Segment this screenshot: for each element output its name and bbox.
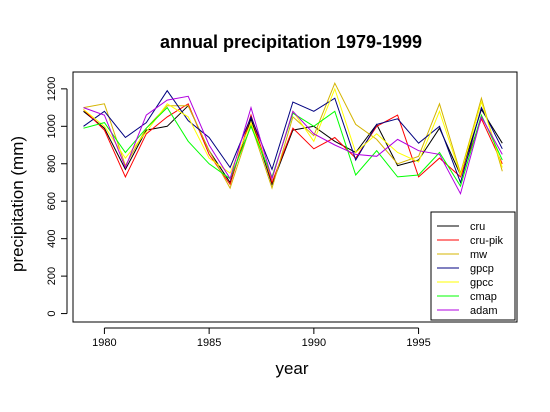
y-tick-label: 400 <box>46 229 58 247</box>
series-line-cru-pik <box>83 103 503 186</box>
x-tick-label: 1985 <box>197 337 221 349</box>
y-axis: 0 200 400 600 800 1000 1200 <box>46 77 68 317</box>
x-tick-label: 1980 <box>92 337 116 349</box>
y-tick-label: 200 <box>46 267 58 285</box>
legend-label-gpcp: gpcp <box>470 263 494 275</box>
plot-frame <box>72 71 518 323</box>
legend-label-cmap: cmap <box>470 291 497 303</box>
legend-label-gpcc: gpcc <box>470 277 494 289</box>
y-tick-label: 800 <box>46 155 58 173</box>
chart-title: annual precipitation 1979-1999 <box>160 32 422 52</box>
legend-label-cru-pik: cru-pik <box>470 235 504 247</box>
x-tick-label: 1990 <box>302 337 326 349</box>
series-lines <box>83 81 503 196</box>
x-axis: 1980 1985 1990 1995 <box>92 327 431 349</box>
x-axis-label: year <box>275 359 308 378</box>
y-tick-label: 0 <box>46 311 58 317</box>
series-line-cmap <box>83 106 503 188</box>
x-tick-label: 1995 <box>406 337 430 349</box>
legend-label-adam: adam <box>470 305 498 317</box>
y-tick-label: 600 <box>46 192 58 210</box>
legend-box <box>430 211 516 321</box>
y-tick-label: 1000 <box>46 114 58 138</box>
series-line-cru <box>83 104 503 186</box>
y-axis-label: precipitation (mm) <box>8 136 27 272</box>
series-line-adam <box>83 95 503 196</box>
legend-label-mw: mw <box>470 249 487 261</box>
legend-label-cru: cru <box>470 221 485 233</box>
series-line-gpcp <box>83 89 503 185</box>
y-tick-label: 1200 <box>46 77 58 101</box>
series-line-mw <box>83 81 503 190</box>
legend: cru cru-pik mw gpcp gpcc cmap adam <box>430 211 516 321</box>
